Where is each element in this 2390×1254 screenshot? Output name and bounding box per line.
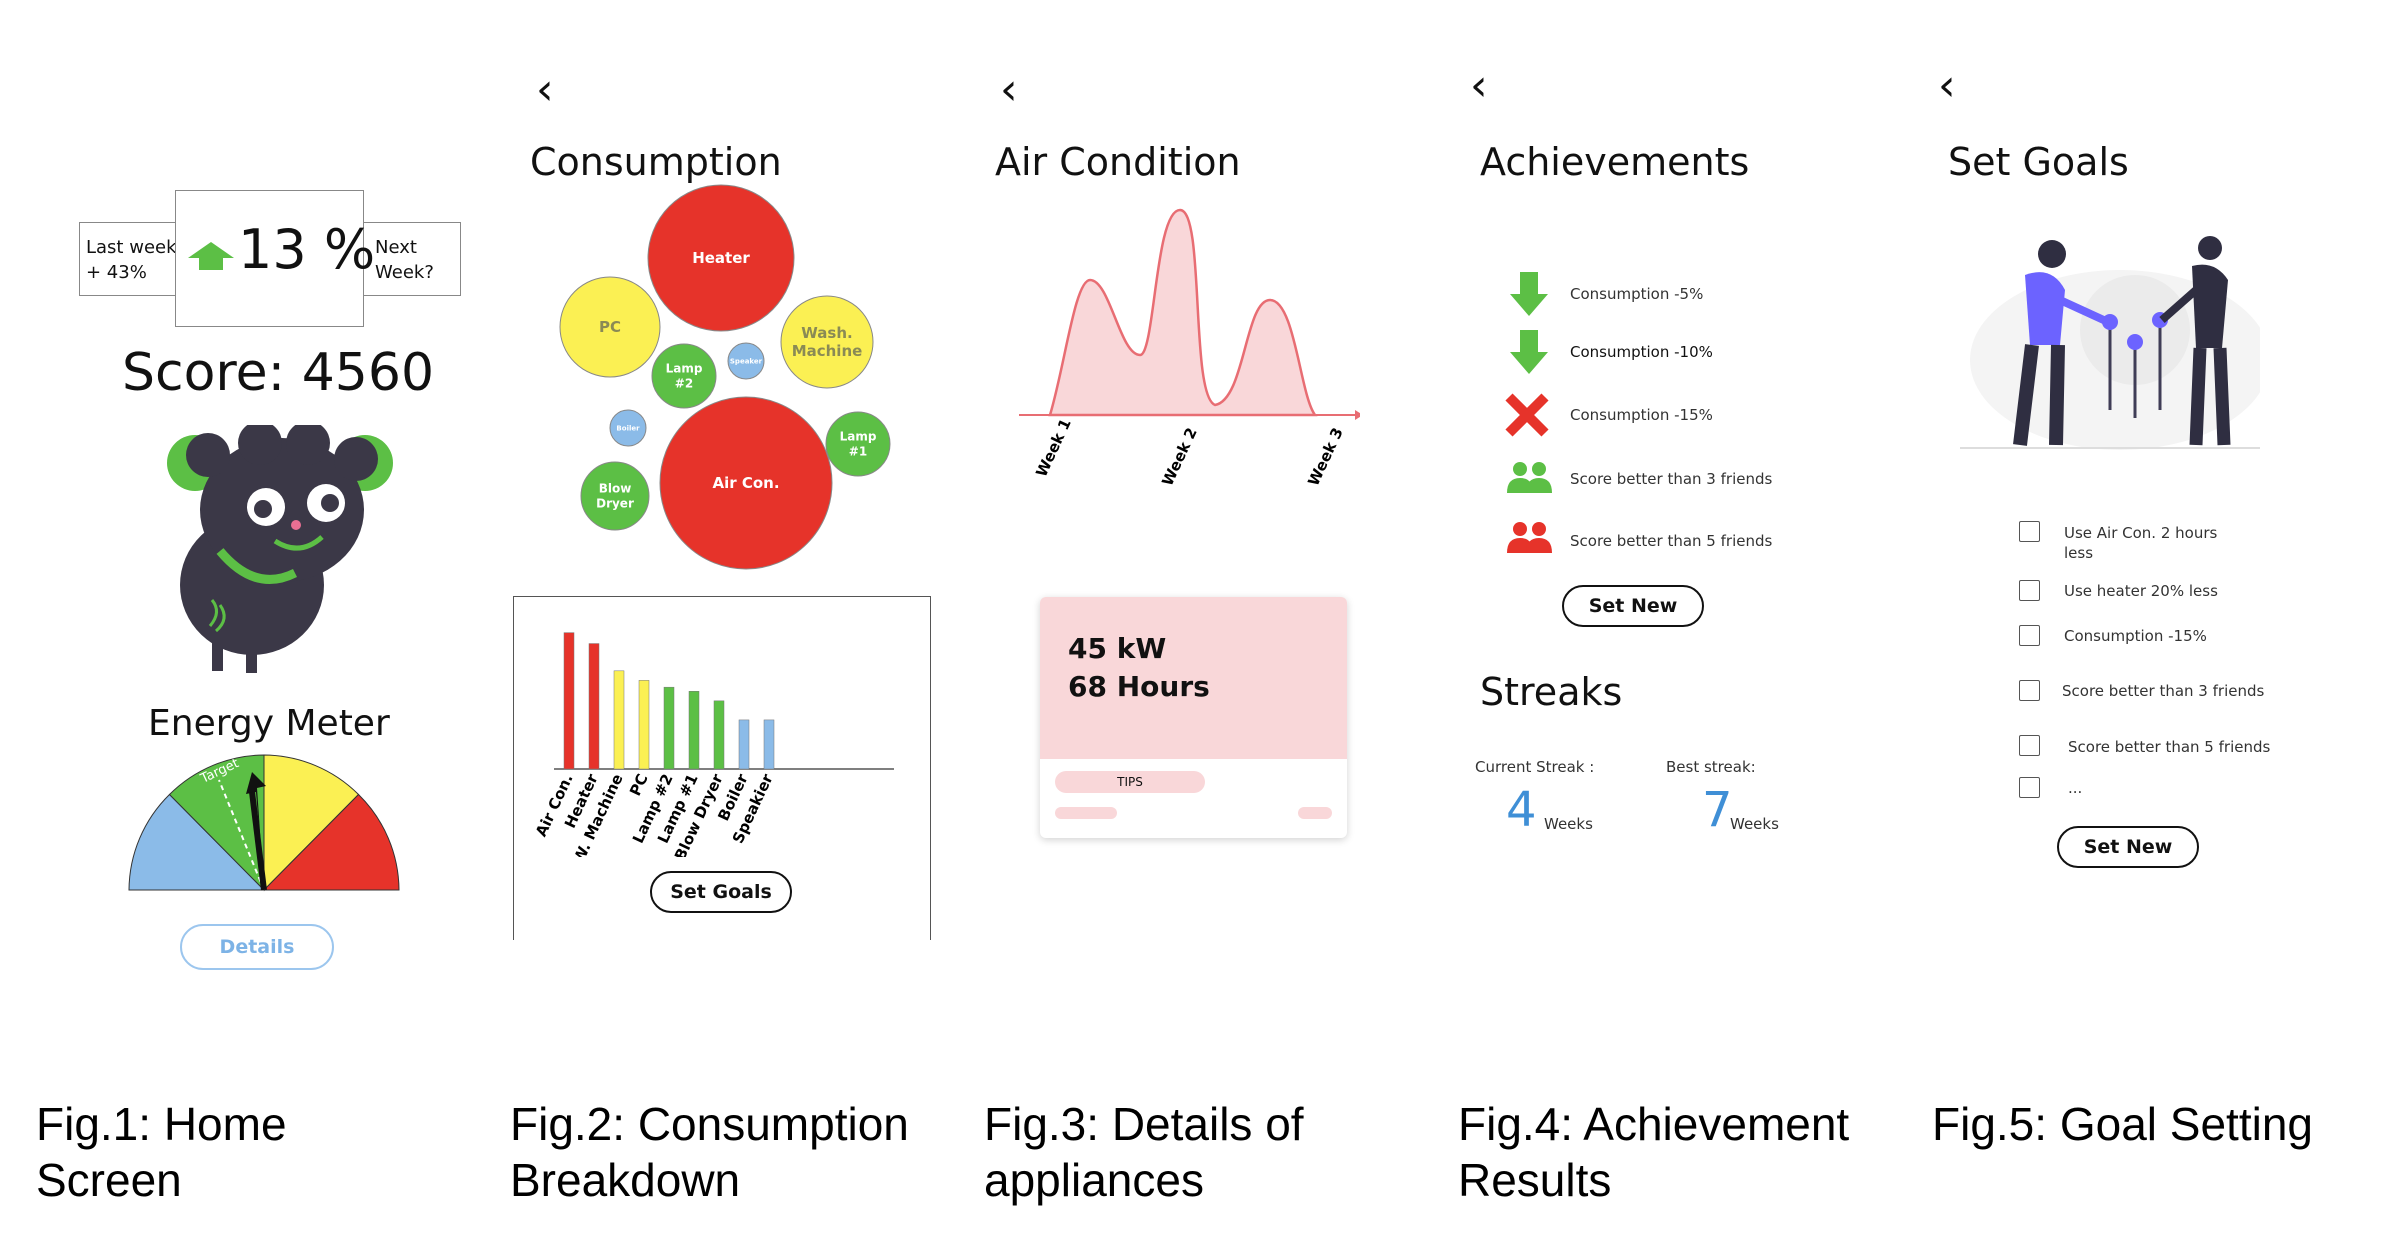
- next-week-box[interactable]: Next Week?: [362, 222, 461, 296]
- caption-fig5: Fig.5: Goal Setting: [1932, 1096, 2313, 1152]
- caption-fig1: Fig.1: Home Screen: [36, 1096, 287, 1208]
- bar-lamp-1: [689, 691, 699, 769]
- placeholder-dot: [1298, 807, 1332, 819]
- bar-category-label: PC: [626, 771, 652, 799]
- bar-speakier: [764, 720, 774, 769]
- bubble-label: Boiler: [616, 424, 640, 432]
- usage-hours: 68 Hours: [1068, 670, 1210, 703]
- energy-meter-gauge: Target: [124, 750, 404, 900]
- bar-boiler: [739, 720, 749, 769]
- goal-label: Consumption -15%: [2064, 627, 2207, 645]
- bubble-label: Wash. Machine: [792, 324, 863, 360]
- current-streak-value: 4: [1506, 782, 1537, 838]
- usage-area-chart: Week 1 Week 2 Week 3: [1015, 195, 1360, 495]
- consumption-title: Consumption: [530, 140, 782, 184]
- usage-kw: 45 kW: [1068, 632, 1166, 665]
- week-1-label: Week 1: [1032, 416, 1075, 480]
- goal-checkbox[interactable]: [2019, 777, 2040, 798]
- achievement-label: Score better than 5 friends: [1570, 532, 1772, 550]
- tips-pill[interactable]: TIPS: [1055, 771, 1205, 793]
- current-streak-label: Current Streak :: [1475, 758, 1594, 776]
- bubble-label: Air Con.: [712, 474, 779, 492]
- goal-checkbox[interactable]: [2019, 580, 2040, 601]
- achievements-title: Achievements: [1480, 140, 1749, 184]
- back-chevron-icon[interactable]: ‹: [1000, 68, 1018, 112]
- red-people-icon: [1506, 520, 1552, 554]
- current-streak-unit: Weeks: [1544, 815, 1593, 833]
- mascot-icon: [160, 425, 400, 675]
- caption-fig3: Fig.3: Details of appliances: [984, 1096, 1304, 1208]
- achievement-label: Consumption -15%: [1570, 406, 1713, 424]
- usage-area: [1050, 210, 1315, 415]
- bar-air-con: [564, 633, 574, 769]
- last-week-box: Last week + 43%: [79, 222, 178, 296]
- achievement-label: Score better than 3 friends: [1570, 470, 1772, 488]
- best-streak-label: Best streak:: [1666, 758, 1756, 776]
- week-2-label: Week 2: [1158, 425, 1201, 489]
- bubble-label: Speaker: [730, 357, 763, 365]
- goal-label: Score better than 5 friends: [2068, 738, 2270, 756]
- green-people-icon: [1506, 460, 1552, 494]
- set-new-goals-button[interactable]: Set New: [2057, 826, 2199, 868]
- goal-checkbox[interactable]: [2019, 521, 2040, 542]
- achievement-label: Consumption -5%: [1570, 285, 1703, 303]
- back-chevron-icon[interactable]: ‹: [1470, 64, 1488, 108]
- achievement-label: Consumption -10%: [1570, 343, 1713, 361]
- green-down-arrow-icon: [1508, 270, 1550, 318]
- goal-label: Score better than 3 friends: [2062, 682, 2264, 700]
- caption-fig4: Fig.4: Achievement Results: [1458, 1096, 1849, 1208]
- bar-heater: [589, 644, 599, 769]
- back-chevron-icon[interactable]: ‹: [1938, 64, 1956, 108]
- bar-blow-dryer: [714, 701, 724, 769]
- usage-card: 45 kW 68 Hours TIPS: [1040, 597, 1347, 838]
- set-goals-button[interactable]: Set Goals: [650, 871, 792, 913]
- bubble-label: PC: [599, 318, 621, 336]
- bubble-label: Blow Dryer: [596, 482, 634, 511]
- goal-label: ...: [2068, 779, 2082, 797]
- set-new-button[interactable]: Set New: [1562, 585, 1704, 627]
- set-goals-title: Set Goals: [1948, 140, 2129, 184]
- best-streak-unit: Weeks: [1730, 815, 1779, 833]
- air-condition-title: Air Condition: [995, 140, 1241, 184]
- up-arrow-icon: [186, 240, 236, 272]
- streaks-title: Streaks: [1480, 670, 1622, 714]
- details-button[interactable]: Details: [180, 924, 334, 970]
- goal-checkbox[interactable]: [2019, 680, 2040, 701]
- percent-value: 13 %: [238, 218, 375, 281]
- goal-setting-illustration: [1960, 230, 2260, 465]
- goal-label: Use Air Con. 2 hours less: [2064, 523, 2217, 563]
- bubble-label: Heater: [692, 249, 750, 267]
- red-cross-icon: [1505, 393, 1549, 437]
- goal-label: Use heater 20% less: [2064, 582, 2218, 600]
- score-text: Score: 4560: [122, 343, 434, 403]
- energy-meter-title: Energy Meter: [148, 703, 390, 744]
- bar-pc: [639, 680, 649, 769]
- caption-fig2: Fig.2: Consumption Breakdown: [510, 1096, 909, 1208]
- bar-lamp-2: [664, 687, 674, 769]
- back-chevron-icon[interactable]: ‹: [536, 68, 554, 112]
- placeholder-bar: [1055, 807, 1117, 819]
- goal-checkbox[interactable]: [2019, 735, 2040, 756]
- green-down-arrow-icon: [1508, 328, 1550, 376]
- week-3-label: Week 3: [1304, 425, 1347, 489]
- goal-checkbox[interactable]: [2019, 625, 2040, 646]
- bar-w-machine: [614, 671, 624, 769]
- best-streak-value: 7: [1702, 782, 1733, 838]
